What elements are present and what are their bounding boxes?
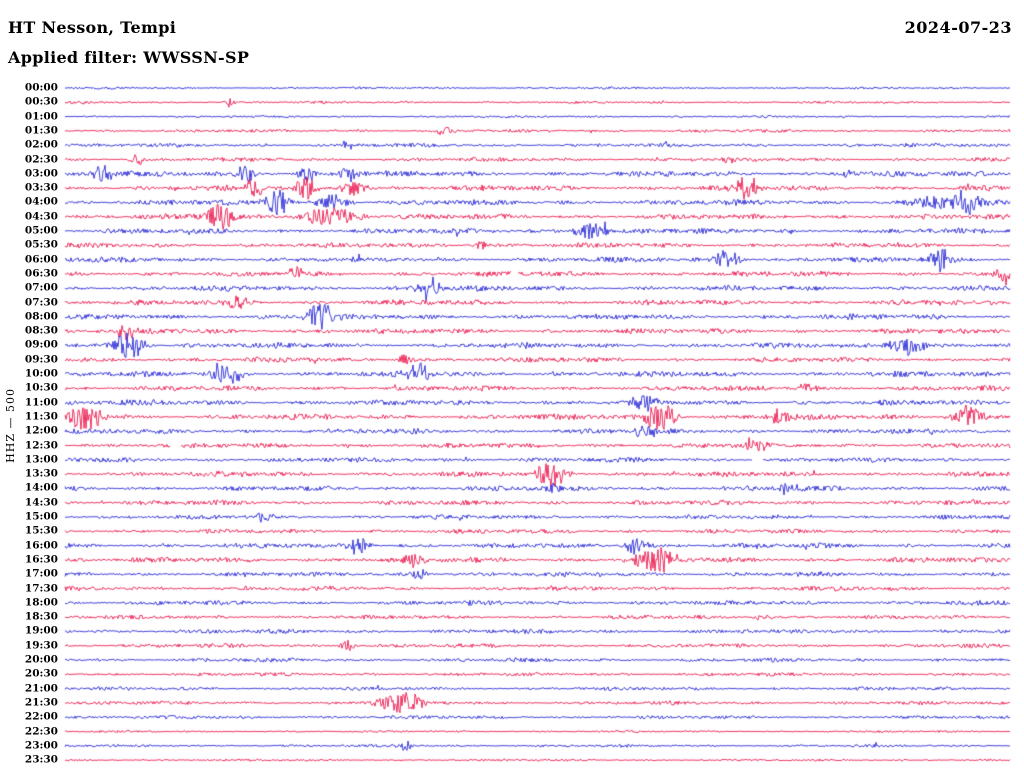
seismogram-traces	[0, 0, 1024, 780]
